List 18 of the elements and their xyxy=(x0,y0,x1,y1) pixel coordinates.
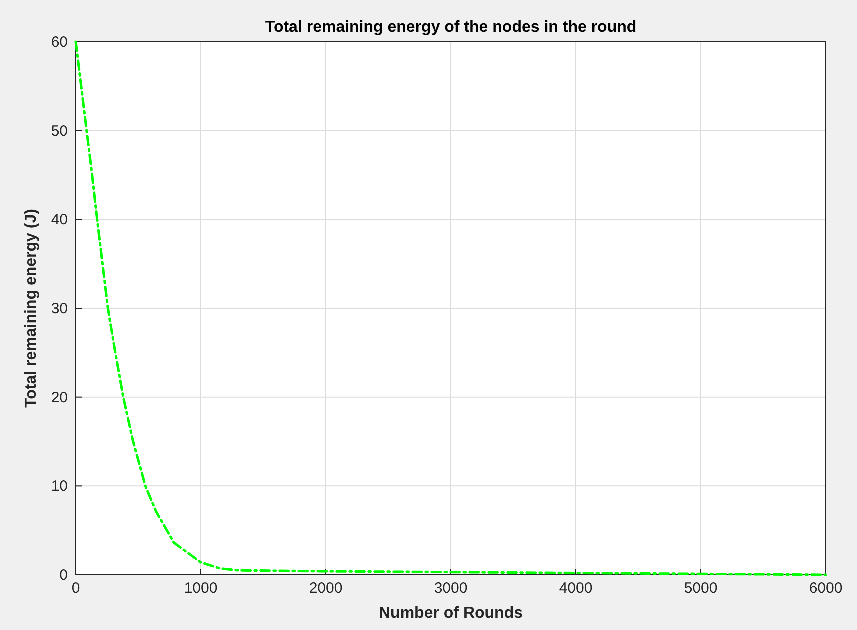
y-tick-label: 60 xyxy=(51,34,68,51)
x-tick-label: 6000 xyxy=(809,580,843,597)
x-tick-label: 0 xyxy=(72,580,80,597)
y-tick-label: 50 xyxy=(51,122,68,140)
y-tick-label: 0 xyxy=(60,567,68,584)
line-series xyxy=(74,40,828,576)
x-axis-title: Number of Rounds xyxy=(379,605,524,622)
x-tick-label: 5000 xyxy=(684,580,718,597)
x-tick-label: 2000 xyxy=(309,580,343,597)
y-tick-label: 30 xyxy=(51,300,68,318)
y-axis-title: Total remaining energy (J) xyxy=(23,209,40,408)
y-tick-label: 20 xyxy=(51,389,68,406)
x-tick-label: 4000 xyxy=(559,580,593,597)
x-tick-label: 3000 xyxy=(434,580,468,597)
x-tick-label: 1000 xyxy=(184,580,218,597)
chart-title: Total remaining energy of the nodes in the round xyxy=(265,19,637,36)
y-tick-label: 10 xyxy=(51,478,68,496)
y-tick-label: 40 xyxy=(51,212,68,229)
